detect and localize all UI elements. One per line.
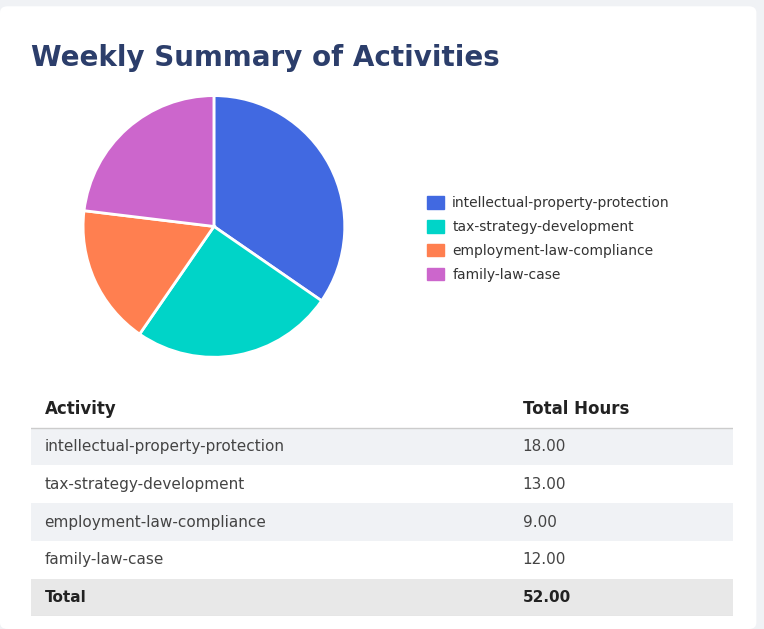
Text: employment-law-compliance: employment-law-compliance [44, 515, 267, 530]
Text: Weekly Summary of Activities: Weekly Summary of Activities [31, 44, 500, 72]
Text: 52.00: 52.00 [523, 590, 571, 605]
Text: 9.00: 9.00 [523, 515, 556, 530]
Bar [31, 428, 733, 465]
Bar [31, 579, 733, 616]
Wedge shape [214, 96, 345, 301]
Wedge shape [140, 226, 322, 357]
Text: Total Hours: Total Hours [523, 400, 629, 418]
Bar [31, 503, 733, 541]
Text: 18.00: 18.00 [523, 439, 566, 454]
Text: tax-strategy-development: tax-strategy-development [44, 477, 245, 492]
Bar [31, 465, 733, 503]
Wedge shape [84, 96, 214, 226]
Text: Total: Total [44, 590, 86, 605]
Text: Activity: Activity [44, 400, 116, 418]
Text: 12.00: 12.00 [523, 552, 566, 567]
Text: family-law-case: family-law-case [44, 552, 164, 567]
Wedge shape [83, 211, 214, 334]
Text: intellectual-property-protection: intellectual-property-protection [44, 439, 285, 454]
Text: 13.00: 13.00 [523, 477, 566, 492]
Legend: intellectual-property-protection, tax-strategy-development, employment-law-compl: intellectual-property-protection, tax-st… [427, 196, 670, 282]
Bar [31, 390, 733, 428]
Bar [31, 541, 733, 579]
